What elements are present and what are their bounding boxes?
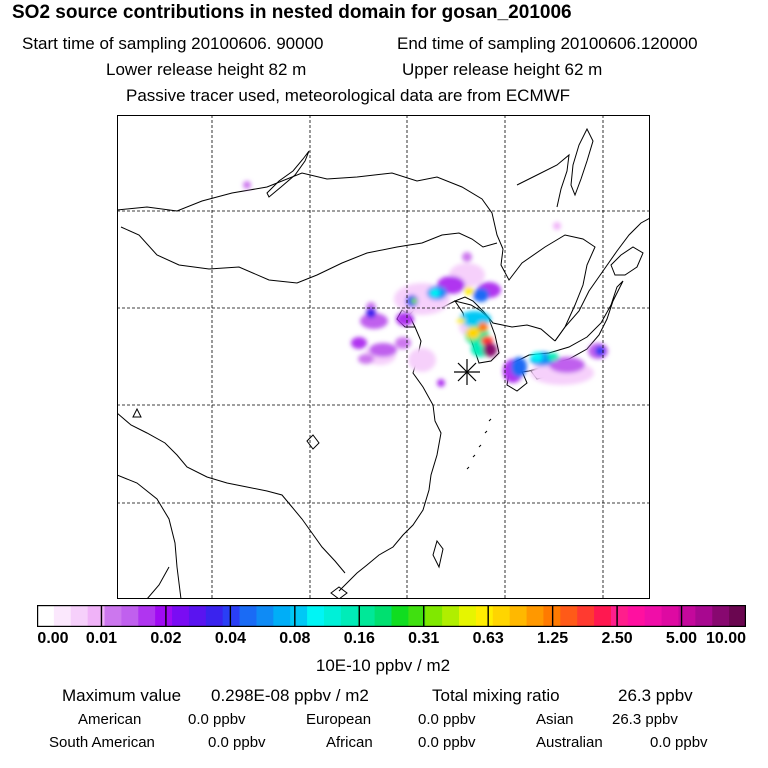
tracer-note: Passive tracer used, meteorological data…	[126, 86, 571, 105]
colorbar-tick-label: 0.04	[214, 630, 246, 647]
colorbar-tick-label: 0.00	[37, 630, 69, 647]
max-value: 0.298E-08 ppbv / m2	[211, 686, 369, 705]
region-name: South American	[49, 734, 155, 751]
max-value-label: Maximum value	[62, 686, 182, 705]
start-time-label: Start time of sampling 20100606. 90000	[22, 34, 324, 53]
map-title: SO2 source contributions in nested domai…	[12, 2, 572, 23]
region-value: 0.0 ppbv	[418, 711, 476, 728]
colorbar-cell	[627, 605, 646, 627]
colorbar-tick-label: 10.00	[705, 630, 747, 647]
colorbar-cell	[391, 605, 409, 627]
colorbar-cell	[273, 605, 291, 627]
region-name: African	[326, 734, 373, 751]
colorbar-cell	[442, 605, 460, 627]
colorbar	[37, 605, 746, 627]
region-name: Asian	[536, 711, 574, 728]
colorbar-cell	[475, 605, 494, 627]
colorbar-cell	[357, 605, 376, 627]
colorbar-cell	[256, 605, 274, 627]
colorbar-cell	[712, 605, 730, 627]
colorbar-cell	[374, 605, 392, 627]
colorbar-cell	[53, 605, 72, 627]
colorbar-cell	[459, 605, 477, 627]
colorbar-cell	[408, 605, 426, 627]
region-value: 0.0 ppbv	[650, 734, 708, 751]
total-mixing-ratio-label: Total mixing ratio	[432, 686, 560, 705]
colorbar-cell	[610, 605, 629, 627]
colorbar-cell	[695, 605, 713, 627]
colorbar-units: 10E-10 ppbv / m2	[315, 656, 451, 675]
colorbar-cell	[307, 605, 325, 627]
colorbar-cell	[678, 605, 696, 627]
colorbar-cell	[290, 605, 308, 627]
colorbar-cell	[526, 605, 544, 627]
colorbar-tick-label: 0.01	[85, 630, 118, 647]
total-mixing-ratio-value: 26.3 ppbv	[618, 686, 693, 705]
region-value: 26.3 ppbv	[612, 711, 678, 728]
colorbar-cell	[644, 605, 662, 627]
region-value: 0.0 ppbv	[188, 711, 246, 728]
upper-release-height: Upper release height 62 m	[402, 60, 603, 79]
colorbar-cell	[323, 605, 342, 627]
colorbar-cell	[37, 605, 55, 627]
colorbar-cell	[188, 605, 207, 627]
colorbar-cell	[205, 605, 224, 627]
colorbar-cell	[340, 605, 359, 627]
region-value: 0.0 ppbv	[418, 734, 476, 751]
concentration-layer	[243, 181, 608, 387]
colorbar-cell	[138, 605, 156, 627]
colorbar-cell	[729, 605, 746, 627]
region-name: European	[306, 711, 372, 728]
colorbar-cell	[155, 605, 173, 627]
lower-release-height: Lower release height 82 m	[106, 60, 307, 79]
colorbar-tick-label: 0.08	[279, 630, 311, 647]
colorbar-tick-label: 1.25	[537, 630, 569, 647]
region-name: American	[78, 711, 142, 728]
colorbar-cell	[70, 605, 89, 627]
colorbar-cell	[560, 605, 578, 627]
colorbar-cell	[239, 605, 257, 627]
colorbar-cell	[594, 605, 612, 627]
colorbar-cell	[509, 605, 527, 627]
colorbar-cell	[425, 605, 443, 627]
colorbar-cell	[577, 605, 595, 627]
lat-lon-grid	[117, 115, 650, 599]
colorbar-cell	[492, 605, 511, 627]
colorbar-tick-label: 0.02	[150, 630, 182, 647]
colorbar-tick-label: 0.63	[472, 630, 504, 647]
end-time-label: End time of sampling 20100606.120000	[397, 34, 698, 53]
colorbar-tick-label: 2.50	[601, 630, 633, 647]
map-panel	[117, 115, 650, 599]
colorbar-cell	[222, 605, 240, 627]
region-name: Australian	[536, 734, 603, 751]
colorbar-tick-label: 5.00	[665, 630, 698, 647]
colorbar-cell	[172, 605, 190, 627]
colorbar-cell	[87, 605, 105, 627]
colorbar-cell	[121, 605, 139, 627]
colorbar-tick-label: 0.16	[343, 630, 375, 647]
region-value: 0.0 ppbv	[208, 734, 266, 751]
colorbar-cell	[104, 605, 122, 627]
colorbar-cell	[661, 605, 679, 627]
asterisk-icon	[454, 359, 480, 385]
colorbar-tick-label: 0.31	[408, 630, 440, 647]
